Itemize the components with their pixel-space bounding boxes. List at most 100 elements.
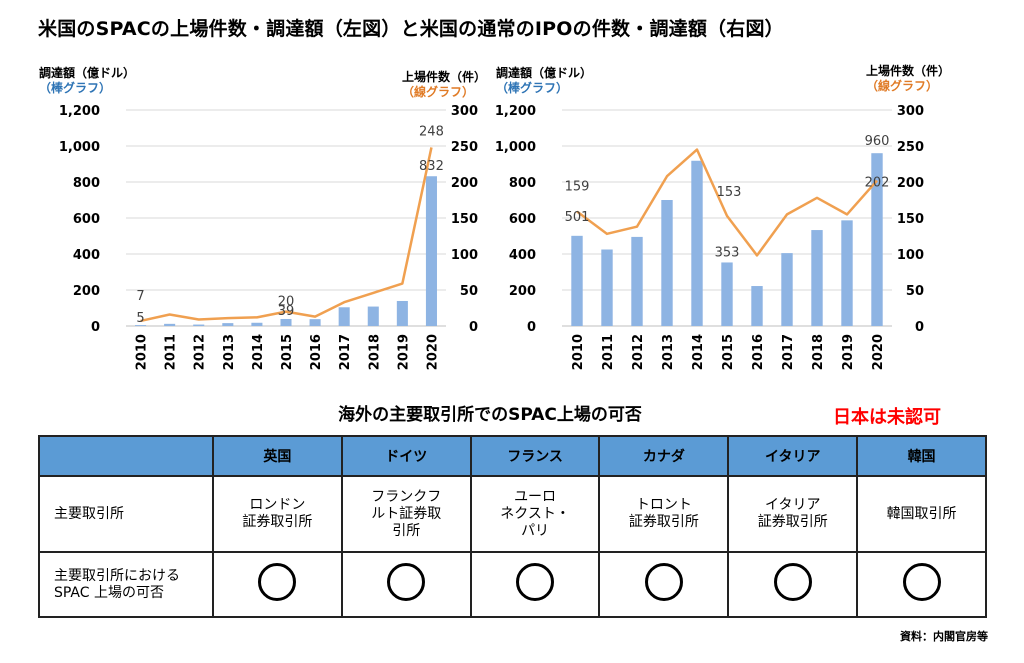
spac-table: 英国 ドイツ フランス カナダ イタリア 韓国 主要取引所 ロンドン 証券取引所 … — [38, 435, 987, 618]
allowed-korea — [856, 551, 987, 618]
y-tick-right: 100 — [897, 248, 924, 263]
header-italy: イタリア — [727, 435, 859, 477]
exchange-italy: イタリア 証券取引所 — [727, 474, 859, 554]
x-tick-label: 2020 — [871, 334, 886, 370]
circle-mark-icon — [516, 563, 555, 602]
row-label-exchange: 主要取引所 — [38, 474, 214, 554]
y-tick-left: 0 — [527, 320, 536, 335]
right-ylabel-right-sub: （線グラフ） — [866, 79, 939, 93]
y-tick-right: 250 — [451, 140, 478, 155]
bar — [571, 235, 583, 326]
bar — [309, 319, 321, 326]
bar — [721, 262, 733, 326]
x-tick-label: 2012 — [193, 334, 208, 370]
line-series — [576, 148, 878, 257]
y-tick-right: 300 — [451, 104, 478, 119]
y-tick-right: 0 — [469, 320, 478, 335]
x-tick-label: 2019 — [841, 334, 856, 370]
bar — [631, 236, 643, 326]
header-uk: 英国 — [212, 435, 343, 477]
header-germany: ドイツ — [340, 435, 472, 477]
right-ylabel-left-text: 調達額（億ドル） — [496, 66, 593, 80]
bar — [164, 323, 176, 326]
data-label: 960 — [865, 134, 890, 149]
bar — [425, 176, 437, 326]
header-france: フランス — [469, 435, 601, 477]
row-label-spac-allowed: 主要取引所における SPAC 上場の可否 — [38, 551, 214, 618]
x-tick-label: 2016 — [309, 334, 324, 370]
data-label: 832 — [419, 159, 444, 174]
x-tick-label: 2014 — [691, 334, 706, 370]
exchange-uk: ロンドン 証券取引所 — [212, 474, 343, 554]
x-tick-label: 2020 — [425, 334, 440, 370]
y-tick-left: 1,200 — [59, 104, 100, 119]
source-note: 資料：内閣官房等 — [900, 630, 988, 643]
bar — [367, 306, 379, 326]
data-label: 353 — [715, 245, 740, 260]
data-label: 202 — [865, 176, 890, 191]
bar — [135, 325, 147, 326]
data-label: 501 — [565, 210, 590, 225]
circle-mark-icon — [258, 563, 297, 602]
data-label: 5 — [136, 311, 144, 326]
x-tick-label: 2016 — [751, 334, 766, 370]
y-tick-right: 150 — [897, 212, 924, 227]
japan-note: 日本は未認可 — [833, 407, 941, 428]
exchange-korea: 韓国取引所 — [856, 474, 987, 554]
y-tick-right: 50 — [906, 284, 924, 299]
y-tick-left: 800 — [509, 176, 536, 191]
circle-mark-icon — [773, 563, 812, 602]
data-label: 39 — [278, 304, 295, 319]
header-canada: カナダ — [598, 435, 730, 477]
circle-mark-icon — [644, 563, 683, 602]
y-tick-left: 800 — [73, 176, 100, 191]
bar — [280, 318, 292, 326]
left-ylabel-left-text: 調達額（億ドル） — [39, 66, 136, 80]
bar — [222, 323, 234, 326]
line-series — [140, 147, 433, 323]
bar — [193, 324, 205, 326]
y-tick-left: 1,000 — [495, 140, 536, 155]
left-ylabel-left: 調達額（億ドル） （棒グラフ） — [39, 66, 135, 96]
x-tick-label: 2010 — [135, 334, 150, 370]
header-blank — [38, 435, 214, 477]
page-title: 米国のSPACの上場件数・調達額（左図）と米国の通常のIPOの件数・調達額（右図… — [38, 18, 784, 40]
x-tick-label: 2013 — [661, 334, 676, 370]
bar — [396, 300, 408, 326]
y-tick-left: 200 — [73, 284, 100, 299]
x-tick-label: 2015 — [721, 334, 736, 370]
bar — [781, 253, 793, 326]
right-ylabel-right: 上場件数（件） （線グラフ） — [866, 64, 950, 94]
y-tick-left: 1,200 — [495, 104, 536, 119]
bar — [841, 220, 853, 326]
circle-mark-icon — [902, 563, 941, 602]
spac-chart: 0 200 400 600 800 1,000 1,200 0 50 100 150 200 250 30… — [59, 104, 478, 370]
y-tick-right: 300 — [897, 104, 924, 119]
x-tick-label: 2018 — [367, 334, 382, 370]
data-label: 153 — [717, 185, 742, 200]
bar — [811, 230, 823, 326]
x-tick-label: 2014 — [251, 334, 266, 370]
y-tick-right: 0 — [915, 320, 924, 335]
y-tick-left: 1,000 — [59, 140, 100, 155]
header-korea: 韓国 — [856, 435, 987, 477]
y-tick-right: 50 — [460, 284, 478, 299]
x-tick-label: 2013 — [222, 334, 237, 370]
left-ylabel-right-sub: （線グラフ） — [402, 85, 475, 99]
left-ylabel-left-sub: （棒グラフ） — [39, 81, 112, 95]
data-label: 159 — [565, 180, 590, 195]
left-ylabel-right-text: 上場件数（件） — [402, 70, 487, 84]
table-title: 海外の主要取引所でのSPAC上場の可否 — [338, 405, 642, 425]
allowed-germany — [340, 551, 472, 618]
bar — [871, 153, 883, 326]
circle-mark-icon — [387, 563, 426, 602]
x-tick-label: 2010 — [571, 334, 586, 370]
x-tick-label: 2011 — [164, 334, 179, 370]
data-label: 7 — [136, 289, 144, 304]
y-tick-right: 200 — [897, 176, 924, 191]
allowed-france — [469, 551, 601, 618]
right-ylabel-right-text: 上場件数（件） — [866, 64, 951, 78]
bar — [251, 322, 263, 326]
bar — [661, 200, 673, 326]
table-row-exchange: 主要取引所 ロンドン 証券取引所 フランクフ ルト証券取 引所 ユーロ ネクスト・ パリ … — [38, 474, 987, 554]
